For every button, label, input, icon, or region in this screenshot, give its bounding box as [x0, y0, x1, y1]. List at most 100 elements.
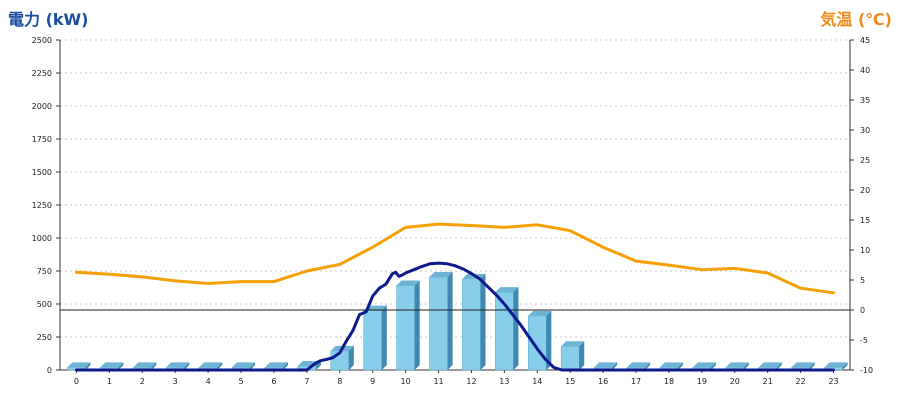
bar-side	[842, 362, 848, 370]
x-tick-label: 15	[565, 377, 575, 386]
left-tick-label: 0	[47, 366, 52, 375]
x-tick-label: 13	[499, 377, 509, 386]
bar-top	[495, 287, 519, 293]
bar-top	[725, 362, 749, 368]
x-tick-label: 19	[697, 377, 707, 386]
bar-side	[414, 280, 420, 370]
bar-side	[447, 271, 453, 370]
x-tick-label: 3	[173, 377, 178, 386]
bar-top	[791, 362, 815, 368]
right-tick-label: 15	[860, 216, 870, 225]
power-line	[75, 261, 835, 372]
right-tick-label: -5	[860, 336, 868, 345]
x-tick-label: 14	[532, 377, 542, 386]
x-tick-label: 12	[466, 377, 476, 386]
right-tick-label: 20	[860, 186, 870, 195]
left-tick-label: 2250	[32, 69, 52, 78]
bar-top	[824, 362, 848, 368]
x-tick-label: 20	[730, 377, 740, 386]
right-tick-label: 5	[860, 276, 865, 285]
right-tick-label: 35	[860, 96, 870, 105]
bar	[429, 276, 448, 371]
bar	[363, 310, 383, 371]
bar-top	[594, 362, 618, 368]
left-tick-label: 2500	[32, 36, 52, 45]
bar-top	[396, 280, 420, 286]
bar-top	[166, 362, 190, 368]
left-tick-label: 1750	[32, 135, 52, 144]
bar-side	[184, 362, 190, 370]
x-tick-label: 1	[107, 377, 112, 386]
right-tick-label: 10	[860, 246, 870, 255]
bar-top	[659, 362, 684, 368]
right-axis-title: 気温 (℃)	[820, 10, 892, 29]
bar	[462, 278, 481, 371]
x-tick-label: 16	[598, 377, 608, 386]
x-tick-label: 18	[664, 377, 674, 386]
x-tick-label: 2	[140, 377, 145, 386]
x-tick-label: 23	[828, 377, 838, 386]
right-tick-label: 25	[860, 156, 870, 165]
bar-side	[217, 362, 223, 370]
right-tick-label: 30	[860, 126, 870, 135]
x-tick-label: 5	[238, 377, 243, 386]
x-tick-label: 4	[206, 377, 211, 386]
bar-side	[85, 362, 91, 370]
right-tick-label: 0	[860, 306, 865, 315]
bar-top	[626, 362, 651, 368]
bar-side	[315, 361, 321, 370]
right-tick-label: 40	[860, 66, 870, 75]
bar-side	[381, 305, 387, 370]
x-tick-label: 8	[337, 377, 342, 386]
bar-top	[429, 271, 453, 277]
bar-side	[250, 362, 256, 370]
bar	[396, 285, 415, 371]
bar-side	[118, 362, 124, 370]
bar-side	[579, 341, 585, 370]
bar-top	[528, 310, 552, 316]
bar-side	[710, 362, 716, 370]
bar-top	[100, 362, 124, 368]
bar-top	[758, 362, 782, 368]
bar-top	[231, 362, 256, 368]
bar-side	[513, 287, 519, 370]
bar-top	[133, 362, 157, 368]
bar-top	[264, 362, 289, 368]
x-tick-label: 7	[304, 377, 309, 386]
left-tick-label: 2000	[32, 102, 52, 111]
x-tick-label: 9	[370, 377, 375, 386]
x-tick-label: 17	[631, 377, 641, 386]
left-tick-label: 1500	[32, 168, 52, 177]
x-tick-label: 22	[796, 377, 806, 386]
left-tick-label: 1000	[32, 234, 52, 243]
bar-side	[151, 362, 157, 370]
x-tick-label: 21	[763, 377, 773, 386]
x-tick-label: 11	[433, 377, 443, 386]
x-tick-label: 0	[74, 377, 79, 386]
left-tick-label: 250	[37, 333, 52, 342]
left-tick-label: 500	[37, 300, 52, 309]
bar	[527, 315, 547, 371]
bar	[560, 345, 580, 371]
x-tick-label: 6	[271, 377, 276, 386]
bar-top	[199, 362, 223, 368]
left-tick-label: 1250	[32, 201, 52, 210]
bar-top	[561, 341, 585, 347]
bar-top	[67, 362, 91, 368]
left-axis-title: 電力 (kW)	[8, 10, 89, 29]
temperature-line	[75, 222, 835, 295]
x-tick-label: 10	[401, 377, 411, 386]
bar-side	[480, 273, 486, 370]
bar-side	[283, 362, 289, 370]
right-tick-label: -10	[860, 366, 873, 375]
bar-side	[743, 362, 749, 370]
left-tick-label: 750	[37, 267, 52, 276]
bar-side	[678, 362, 684, 370]
right-tick-label: 45	[860, 36, 870, 45]
bar-side	[809, 362, 815, 370]
bar-top	[692, 362, 716, 368]
bar-side	[612, 362, 618, 370]
bar-side	[645, 362, 651, 370]
